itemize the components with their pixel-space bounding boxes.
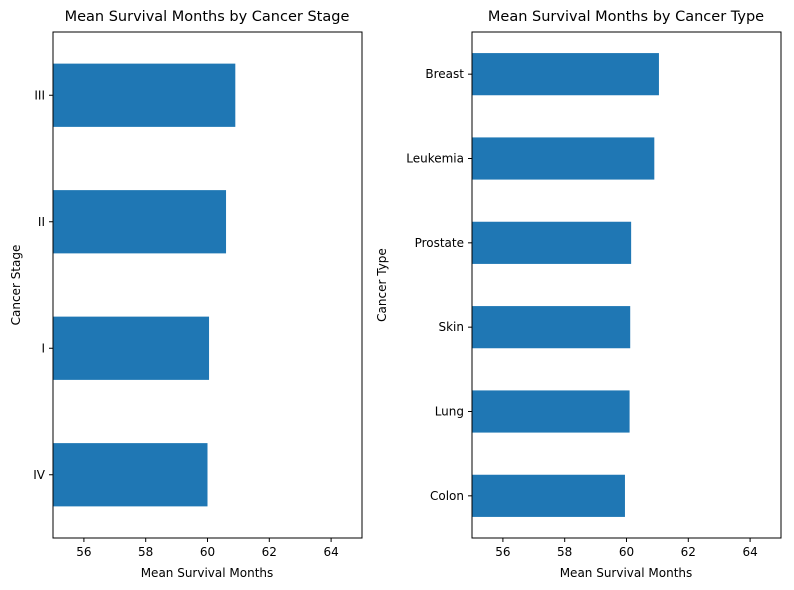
stage-x-axis-label: Mean Survival Months bbox=[141, 566, 274, 580]
stage-bars bbox=[53, 63, 236, 507]
type-bar-prostate bbox=[472, 221, 632, 264]
type-bars bbox=[472, 53, 659, 517]
type-y-tick-label-leukemia: Leukemia bbox=[406, 152, 464, 166]
type-y-tick-label-lung: Lung bbox=[435, 405, 464, 419]
stage-chart-panel: Mean Survival Months by Cancer Stage 56 5… bbox=[9, 9, 363, 580]
type-bar-lung bbox=[472, 390, 630, 433]
stage-x-tick-label-58: 58 bbox=[138, 545, 153, 559]
stage-y-tick-label-i: I bbox=[41, 341, 45, 355]
type-x-axis-label: Mean Survival Months bbox=[560, 566, 693, 580]
type-chart-title: Mean Survival Months by Cancer Type bbox=[488, 9, 764, 25]
type-bar-colon bbox=[472, 474, 625, 517]
type-x-tick-label-56: 56 bbox=[495, 545, 510, 559]
type-bar-skin bbox=[472, 306, 631, 349]
type-plot-frame bbox=[471, 31, 782, 539]
type-y-tick-label-skin: Skin bbox=[438, 320, 464, 334]
stage-bar-iii bbox=[53, 63, 236, 127]
stage-bar-ii bbox=[53, 190, 227, 254]
stage-x-tick-label-62: 62 bbox=[262, 545, 277, 559]
stage-y-tick-label-iv: IV bbox=[33, 468, 46, 482]
stage-y-tick-label-iii: III bbox=[34, 88, 45, 102]
type-y-ticks: Colon Lung Skin Prostate Leukemia Breast bbox=[406, 67, 472, 503]
stage-x-tick-label-56: 56 bbox=[76, 545, 91, 559]
stage-y-axis-label: Cancer Stage bbox=[9, 245, 23, 326]
type-y-tick-label-colon: Colon bbox=[430, 489, 464, 503]
type-x-tick-label-62: 62 bbox=[681, 545, 696, 559]
type-chart-panel: Mean Survival Months by Cancer Type 56 58… bbox=[375, 9, 782, 580]
type-y-tick-label-prostate: Prostate bbox=[415, 236, 464, 250]
type-x-tick-label-58: 58 bbox=[557, 545, 572, 559]
type-y-axis-label: Cancer Type bbox=[375, 248, 389, 322]
stage-y-tick-label-ii: II bbox=[38, 215, 45, 229]
type-y-tick-label-breast: Breast bbox=[425, 67, 464, 81]
stage-x-tick-label-60: 60 bbox=[200, 545, 215, 559]
stage-bar-iv bbox=[53, 443, 208, 507]
stage-chart-title: Mean Survival Months by Cancer Stage bbox=[65, 9, 350, 25]
stage-x-tick-label-64: 64 bbox=[323, 545, 338, 559]
type-bar-breast bbox=[472, 53, 659, 96]
stage-x-ticks: 56 58 60 62 64 bbox=[76, 538, 339, 559]
type-x-tick-label-60: 60 bbox=[619, 545, 634, 559]
type-x-tick-label-64: 64 bbox=[742, 545, 757, 559]
type-bar-leukemia bbox=[472, 137, 655, 180]
type-x-ticks: 56 58 60 62 64 bbox=[495, 538, 758, 559]
stage-bar-i bbox=[53, 316, 210, 380]
